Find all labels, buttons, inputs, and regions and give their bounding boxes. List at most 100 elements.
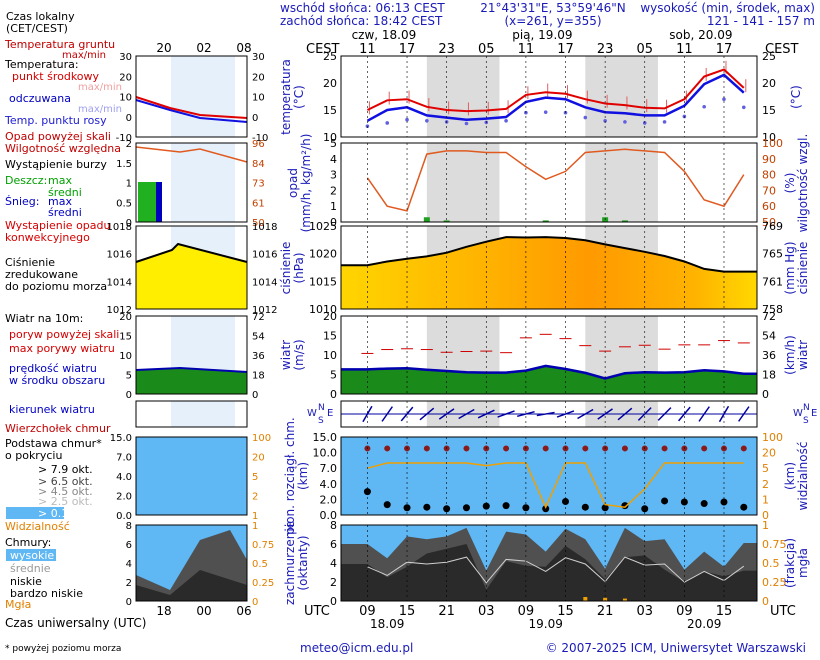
- cloud-base-dot: [363, 488, 371, 496]
- dew-point-dot: [583, 115, 588, 120]
- legend-temp-felt-line: [135, 99, 248, 123]
- visibility-tick: 20: [762, 447, 776, 460]
- axis-title-visibility-line: (km): [783, 462, 797, 490]
- panel-base: [340, 436, 758, 516]
- legend-vis-tick: 20: [252, 453, 265, 464]
- cloud-base-dot: [661, 497, 669, 505]
- dir-e-right: E: [811, 408, 817, 419]
- axis-title-precip-line: (mm/h, kg/m²/h): [299, 134, 313, 233]
- legend-rain: Deszcz:: [5, 174, 47, 187]
- legend-fog: Mgła: [5, 598, 31, 611]
- axis-title-cloud-base-line: pion. rozciągł. chm.: [283, 417, 297, 535]
- temp-tick: 15: [323, 104, 337, 117]
- footer-copyright: © 2007-2025 ICM, Uniwersytet Warszawski: [546, 641, 806, 655]
- elevation-value: 121 - 141 - 157 m: [707, 14, 815, 28]
- legend-precip-tick: 1.5: [116, 159, 132, 170]
- cloud-base-dot: [482, 502, 490, 510]
- legend-hour-bottom: 18: [156, 604, 171, 618]
- axis-title-pressure-line: (hPa): [292, 252, 306, 283]
- footer-email[interactable]: meteo@icm.edu.pl: [300, 641, 413, 655]
- legend-pressure-tick-r: 1018: [252, 222, 277, 233]
- legend-temp-mid: punkt środkowy: [12, 70, 100, 83]
- legend-snow: Śnieg:: [5, 195, 39, 208]
- wind-arrow: [597, 408, 613, 420]
- coordinates-text: 21°43'31"E, 53°59'46"N: [480, 1, 625, 15]
- panel-frame: [340, 436, 758, 516]
- hour-label-bottom: 21: [597, 604, 614, 619]
- day-label-top: czw, 18.09: [352, 28, 417, 42]
- legend-rain-max: max: [48, 174, 72, 187]
- wind-kmh-tick: 18: [762, 369, 776, 382]
- cover-tick: 8: [330, 519, 337, 532]
- legend-wind-tick: 10: [119, 351, 132, 362]
- base-tick: 10.0: [313, 447, 338, 460]
- hour-label-top: 05: [478, 42, 495, 57]
- legend-panel-bg-base: [136, 437, 247, 515]
- precip-tick: 4: [330, 153, 337, 166]
- legend-fog-tick: 0.25: [252, 578, 274, 589]
- legend-cloud-base-2: o pokryciu: [5, 449, 62, 462]
- legend-temp-maxmin: max/min: [78, 82, 122, 93]
- panel-frame: [340, 142, 758, 223]
- legend-temp-mid-line: [135, 96, 248, 119]
- legend-panel-frame: [135, 315, 248, 395]
- axis-title-cloud-base: pion. rozciągł. chm. (km): [283, 417, 310, 535]
- hour-label-top: 11: [518, 42, 535, 57]
- panel-frame: [340, 524, 758, 602]
- legend-panel-frame: [135, 400, 248, 428]
- cover-tick: 0: [330, 595, 337, 608]
- legend-night-band: [171, 143, 235, 222]
- wind-tick: 5: [330, 369, 337, 382]
- legend-pressure-tick-r: 1012: [252, 305, 277, 316]
- axis-title-temperature-right: (°C): [789, 85, 803, 109]
- cest-label-left: CEST: [306, 42, 340, 57]
- hour-label-top: 23: [597, 42, 614, 57]
- base-tick: 7.0: [320, 462, 338, 475]
- legend-okt-79: > 7.9 okt.: [38, 463, 93, 476]
- fog-tick: 0: [762, 595, 769, 608]
- legend-temperature: Temperatura:: [4, 58, 79, 71]
- legend-hour-bottom: 06: [236, 604, 251, 618]
- legend-base-tick: 15.0: [110, 433, 132, 444]
- precip-tick: 5: [330, 137, 337, 150]
- legend-pressure-tick: 1012: [107, 305, 132, 316]
- humidity-tick: 80: [762, 169, 776, 182]
- dew-point-dot: [464, 121, 469, 126]
- legend-gust-above: poryw powyżej skali: [9, 328, 119, 341]
- legend-rain-bar: [138, 182, 156, 222]
- fog-tick: 1: [762, 519, 769, 532]
- legend-pressure-tick-r: 1014: [252, 277, 277, 288]
- base-tick: 15.0: [313, 431, 338, 444]
- legend-temp-felt: odczuwana: [9, 92, 71, 105]
- legend-convective-2: konwekcyjnego: [5, 231, 90, 244]
- legend-wind-10m: Wiatr na 10m:: [5, 312, 83, 325]
- legend-temp-tick-r: -10: [252, 133, 268, 144]
- cloud-top-dot: [542, 445, 549, 452]
- wind-tick: 0: [330, 388, 337, 401]
- wind-kmh-tick: 72: [762, 310, 776, 323]
- cloud-low-area: [341, 544, 757, 601]
- dew-point-dot: [405, 117, 409, 122]
- hours-top: 11 17 23 05 11 17 23 05 11 17: [359, 42, 732, 57]
- legend-base-tick: 4.0: [116, 472, 132, 483]
- legend-temp-tick-r: 30: [252, 52, 265, 63]
- axis-title-fog-line: mgła: [796, 548, 810, 578]
- legend-wind-dir: kierunek wiatru: [9, 403, 95, 416]
- pressure-line: [341, 236, 757, 273]
- legend-temp-tick-r: 20: [252, 72, 265, 83]
- base-tick: 4.0: [320, 478, 338, 491]
- legend-fog-tick: 0.5: [252, 559, 268, 570]
- legend-wind-kmh-tick: 18: [252, 371, 265, 382]
- axis-title-humidity-line: wilgotność wzgl.: [796, 134, 810, 233]
- legend-hour-top: 20: [156, 41, 171, 55]
- legend-precip-tick: 0.5: [116, 198, 132, 209]
- fog-tick: 0.75: [762, 538, 787, 551]
- hour-label-top: 23: [438, 42, 455, 57]
- temp-tick: 20: [323, 77, 337, 90]
- axis-title-cloud-base-line: (km): [296, 462, 310, 490]
- panel-dir: [340, 400, 758, 428]
- legend-precip-tick: 2: [126, 139, 132, 150]
- legend-temp-tick-r: 10: [252, 93, 265, 104]
- main-panels: 2520151025201510543210100908070605010251…: [279, 50, 817, 608]
- legend-temp-tick: -10: [116, 133, 132, 144]
